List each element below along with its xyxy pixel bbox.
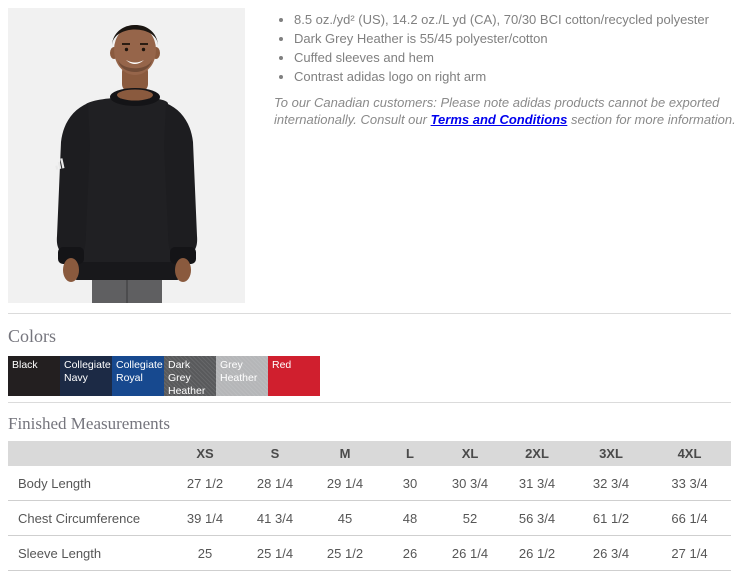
size-header-empty [8, 441, 170, 466]
measurement-value: 66 1/4 [648, 500, 731, 536]
measurement-value: 39 1/4 [170, 500, 240, 536]
measurement-value: 30 [380, 466, 440, 501]
colors-section-title: Colors [8, 326, 57, 346]
measurement-value: 26 1/4 [440, 535, 500, 571]
feature-item: Cuffed sleeves and hem [294, 50, 736, 66]
size-header: M [310, 441, 380, 466]
measurement-value: 29 1/4 [310, 466, 380, 501]
size-header: XS [170, 441, 240, 466]
measurement-value: 61 1/2 [574, 500, 648, 536]
table-row-sleeve-length: Sleeve Length 25 25 1/4 25 1/2 26 26 1/4… [8, 535, 731, 571]
measurement-value: 31 3/4 [500, 466, 574, 501]
swatch-label: Black [12, 359, 38, 371]
measurement-value: 27 1/2 [170, 466, 240, 501]
canadian-customers-note: To our Canadian customers: Please note a… [274, 94, 736, 128]
measurement-value: 26 1/2 [500, 535, 574, 571]
size-header: L [380, 441, 440, 466]
swatch-label: Dark Grey Heather [168, 359, 206, 396]
color-swatch-dark-grey-heather[interactable]: Dark Grey Heather [164, 356, 216, 396]
terms-and-conditions-link[interactable]: Terms and Conditions [430, 112, 568, 127]
color-swatch-black[interactable]: Black [8, 356, 60, 396]
table-row-body-length: Body Length 27 1/2 28 1/4 29 1/4 30 30 3… [8, 466, 731, 501]
size-header: S [240, 441, 310, 466]
color-swatch-collegiate-royal[interactable]: Collegiate Royal [112, 356, 164, 396]
product-photo[interactable] [8, 8, 245, 303]
measurement-value: 30 3/4 [440, 466, 500, 501]
measurement-value: 56 3/4 [500, 500, 574, 536]
table-row-chest-circumference: Chest Circumference 39 1/4 41 3/4 45 48 … [8, 500, 731, 536]
section-divider [8, 313, 731, 314]
swatch-label: Red [272, 359, 292, 371]
color-swatch-grey-heather[interactable]: Grey Heather [216, 356, 268, 396]
swatch-label: Grey Heather [220, 359, 258, 384]
measurement-value: 25 1/2 [310, 535, 380, 571]
feature-item: Dark Grey Heather is 55/45 polyester/cot… [294, 31, 736, 47]
feature-list: 8.5 oz./yd² (US), 14.2 oz./L yd (CA), 70… [274, 12, 736, 85]
adidas-logo-icon [55, 158, 65, 170]
measurement-value: 48 [380, 500, 440, 536]
row-label: Body Length [8, 466, 170, 501]
row-label: Sleeve Length [8, 535, 170, 571]
size-header: 3XL [574, 441, 648, 466]
size-header: 4XL [648, 441, 731, 466]
color-swatch-list: Black Collegiate Navy Collegiate Royal D… [8, 356, 320, 396]
size-header: 2XL [500, 441, 574, 466]
measurement-value: 26 3/4 [574, 535, 648, 571]
measurements-table: XS S M L XL 2XL 3XL 4XL Body Length 27 1… [8, 441, 731, 571]
product-description: 8.5 oz./yd² (US), 14.2 oz./L yd (CA), 70… [274, 6, 736, 128]
size-header: XL [440, 441, 500, 466]
feature-item: 8.5 oz./yd² (US), 14.2 oz./L yd (CA), 70… [294, 12, 736, 28]
row-label: Chest Circumference [8, 500, 170, 536]
size-header-row: XS S M L XL 2XL 3XL 4XL [8, 441, 731, 466]
measurements-section-title: Finished Measurements [8, 414, 170, 433]
measurement-value: 25 [170, 535, 240, 571]
measurement-value: 41 3/4 [240, 500, 310, 536]
measurement-value: 52 [440, 500, 500, 536]
section-divider [8, 402, 731, 403]
measurements-table-container: XS S M L XL 2XL 3XL 4XL Body Length 27 1… [8, 441, 731, 571]
measurement-value: 26 [380, 535, 440, 571]
product-photo-illustration [8, 8, 245, 303]
measurement-value: 28 1/4 [240, 466, 310, 501]
color-swatch-collegiate-navy[interactable]: Collegiate Navy [60, 356, 112, 396]
feature-item: Contrast adidas logo on right arm [294, 69, 736, 85]
measurement-value: 45 [310, 500, 380, 536]
note-text: section for more information. [567, 112, 736, 127]
measurement-value: 27 1/4 [648, 535, 731, 571]
measurement-value: 33 3/4 [648, 466, 731, 501]
swatch-label: Collegiate Navy [64, 359, 111, 384]
swatch-label: Collegiate Royal [116, 359, 163, 384]
note-text: To our Canadian customers: Please note a… [274, 95, 720, 127]
color-swatch-red[interactable]: Red [268, 356, 320, 396]
measurement-value: 32 3/4 [574, 466, 648, 501]
measurement-value: 25 1/4 [240, 535, 310, 571]
